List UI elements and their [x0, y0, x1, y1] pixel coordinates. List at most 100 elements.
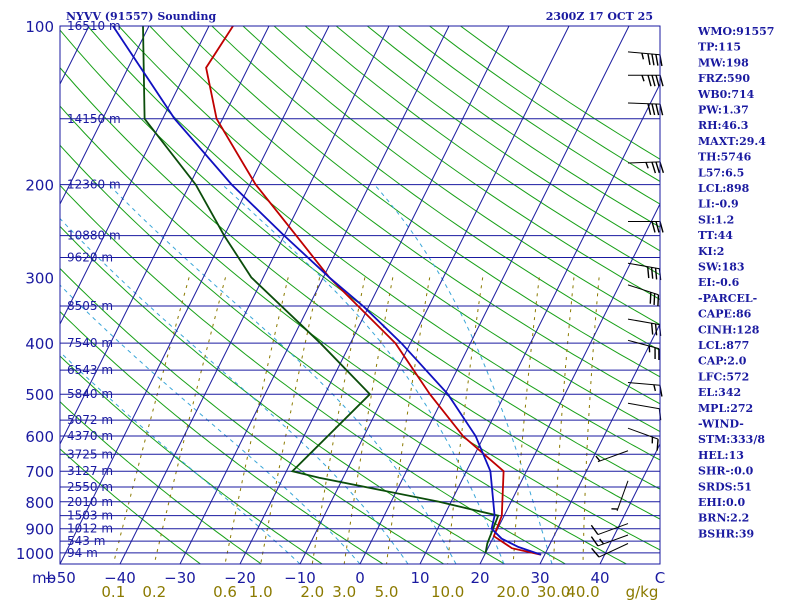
wind-barb-feather — [649, 292, 652, 304]
mixing-ratio-line — [343, 277, 394, 564]
index-entry: HEL:13 — [698, 449, 744, 462]
moist-adiabats — [60, 184, 553, 564]
temperature-tick-labels: −50 −40 −30 −20 −10 0 10 20 30 40 C — [44, 569, 665, 587]
height-label: 2010 m — [67, 495, 113, 509]
dry-adiabat — [60, 225, 505, 564]
wind-barb-shaft — [627, 102, 660, 105]
wind-barb — [627, 262, 662, 281]
mixing-ratio-line — [311, 277, 366, 564]
isotherm — [299, 26, 570, 564]
height-label: 10880 m — [67, 229, 121, 243]
index-entry: STM:333/8 — [698, 433, 765, 446]
wind-barb-feather — [590, 524, 599, 535]
wind-barb-feather — [651, 53, 655, 66]
index-entry: KI:2 — [698, 245, 724, 258]
mixing-ratio-line — [512, 277, 540, 564]
index-entry: LI:-0.9 — [698, 198, 739, 211]
wind-barb-shaft — [627, 51, 660, 56]
wind-barb — [628, 74, 664, 87]
wind-barb-shaft — [627, 262, 660, 270]
isotherm — [539, 322, 660, 564]
wind-barb-feather — [653, 293, 656, 305]
wind-barb — [628, 220, 664, 233]
wind-barb-feather — [655, 221, 660, 233]
moist-adiabat — [221, 184, 505, 564]
mixing-ratio-line — [386, 277, 431, 564]
wind-barb — [627, 102, 664, 116]
mixing-ratio-tick-label: 0.6 — [213, 583, 237, 600]
dry-adiabat — [273, 26, 660, 301]
isotherm — [60, 26, 210, 326]
index-entry: FRZ:590 — [698, 72, 750, 85]
mixing-ratio-tick-label: 40.0 — [566, 583, 599, 600]
wind-barb-feather — [651, 103, 656, 116]
index-entry: TT:44 — [698, 229, 733, 242]
moist-adiabat — [60, 351, 301, 564]
mixing-ratio-tick-label: 0.1 — [101, 583, 125, 600]
isobars — [60, 25, 660, 554]
mixing-ratio-tick-label: 5.0 — [375, 583, 399, 600]
mixing-ratio-line — [112, 277, 190, 564]
wind-barb-feather — [651, 221, 656, 233]
wind-barb-feather — [655, 161, 661, 174]
sounding-time: 2300Z 17 OCT 25 — [546, 10, 653, 23]
height-label: 94 m — [67, 546, 98, 560]
index-entry: MAXT:29.4 — [698, 135, 766, 148]
dry-adiabat — [60, 66, 660, 520]
index-entry: WMO:91557 — [697, 25, 774, 38]
pressure-tick-labels: 100 200 300 400 500 600 700 800 900 1000 — [16, 18, 54, 563]
wind-barb-shaft — [627, 284, 659, 296]
wind-barb-shaft — [597, 450, 629, 463]
wind-barb-feather — [654, 323, 658, 336]
dry-adiabat — [118, 26, 660, 433]
mixing-ratio-tick-label: 20.0 — [497, 583, 530, 600]
index-entry: SW:183 — [698, 261, 745, 274]
wind-barb-half-feather — [641, 74, 645, 82]
moist-adiabat — [60, 284, 361, 564]
temperature-tick-label: 0 — [355, 569, 365, 587]
wind-barb — [627, 284, 660, 307]
index-entry: SRDS:51 — [698, 480, 752, 493]
isotherm — [60, 26, 270, 446]
height-label: 7540 m — [67, 336, 113, 350]
temperature-tick-label: 40 — [590, 569, 609, 587]
wind-barb-feather — [655, 54, 659, 66]
mixing-ratio-tick-label: 3.0 — [332, 583, 356, 600]
wind-barb — [627, 402, 662, 421]
mixing-ratio-tick-label: 30.0 — [537, 583, 570, 600]
wind-barb-feather — [655, 103, 660, 116]
wind-barb-feather — [659, 161, 665, 173]
wind-barb-feather — [650, 323, 654, 335]
index-entry: LCL:898 — [698, 182, 750, 195]
wind-barb-feather — [650, 267, 654, 279]
wind-barb-half-feather — [599, 538, 605, 545]
mixing-ratio-tick-label: 2.0 — [300, 583, 324, 600]
index-entry: EI:-0.6 — [698, 276, 740, 289]
wind-barb-shaft — [627, 402, 660, 410]
height-label: 543 m — [67, 534, 105, 548]
mixing-ratio-tick-label: 0.2 — [142, 583, 166, 600]
wind-barb-half-feather — [645, 162, 649, 169]
mixing-ratio-line — [153, 277, 226, 564]
index-entry: MPL:272 — [698, 402, 753, 415]
wind-barb-feather — [591, 547, 600, 558]
index-entry: SI:1.2 — [698, 213, 734, 226]
dry-adiabat — [60, 355, 323, 564]
height-label: 16510 m — [67, 19, 121, 33]
mixing-ratio-line — [224, 277, 289, 564]
temperature-tick-label: −30 — [164, 569, 196, 587]
wind-barb — [590, 534, 629, 547]
index-entry: -PARCEL- — [698, 292, 757, 305]
isotherm — [60, 26, 330, 564]
height-label: 1503 m — [67, 509, 113, 523]
index-entry: CINH:128 — [698, 323, 760, 336]
dry-adiabat — [211, 26, 660, 352]
index-entry: WB0:714 — [697, 88, 755, 101]
index-entry: TP:115 — [698, 41, 741, 54]
wind-barb-shaft — [627, 339, 660, 350]
wind-barb-shaft — [627, 427, 659, 440]
wind-barb-feather — [657, 294, 660, 307]
temperature-tick-label: −40 — [104, 569, 136, 587]
wind-barb-shaft — [627, 382, 660, 386]
wind-barb-feather — [654, 268, 658, 280]
